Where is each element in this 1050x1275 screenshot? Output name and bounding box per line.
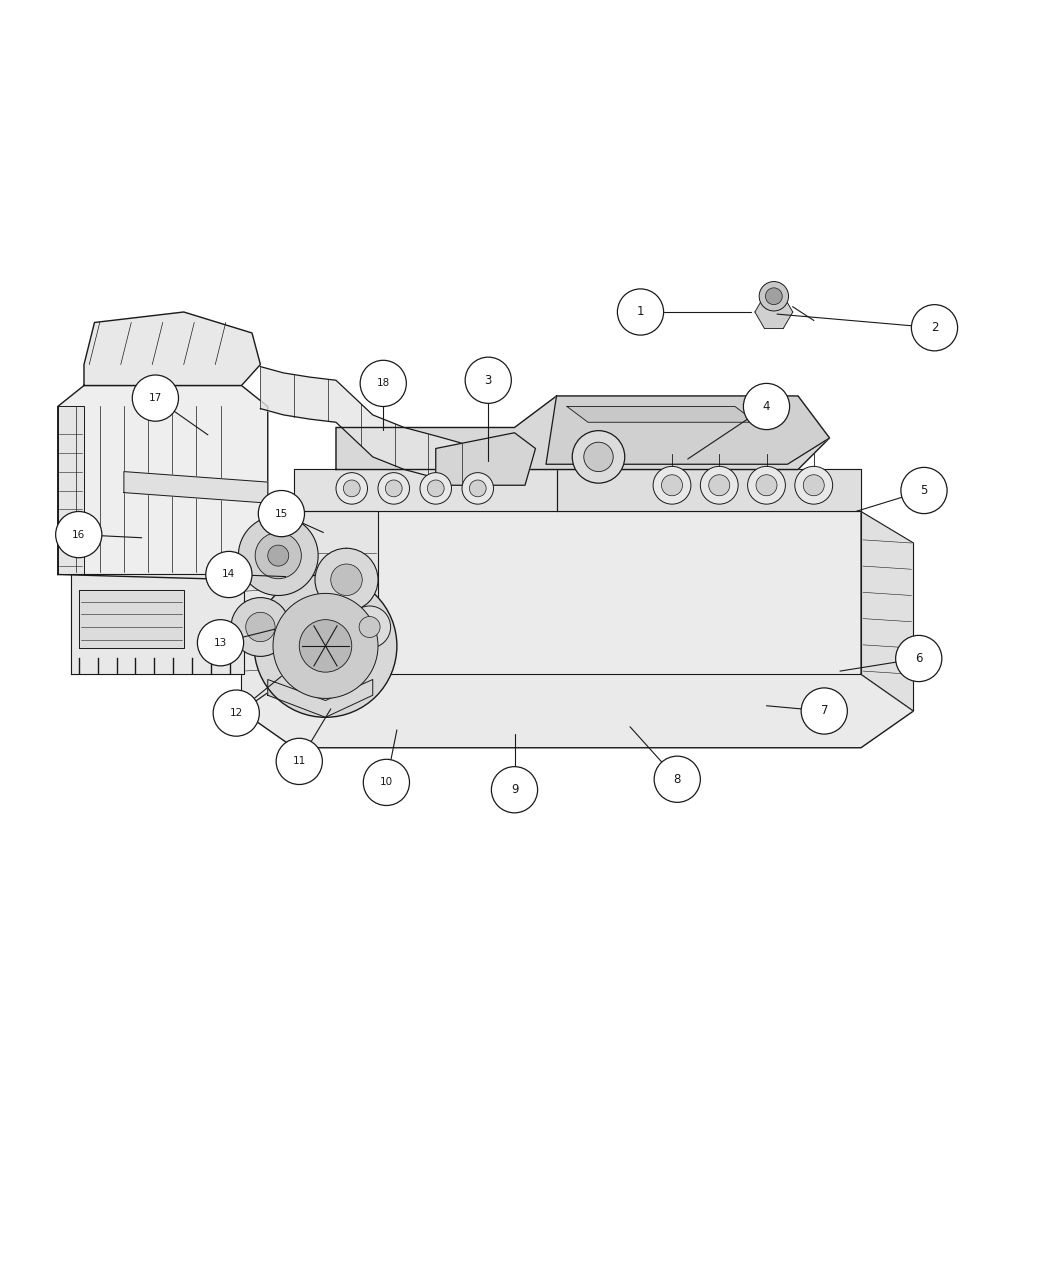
Polygon shape	[268, 680, 373, 718]
Text: 15: 15	[275, 509, 288, 519]
Text: 13: 13	[214, 638, 227, 648]
Circle shape	[896, 635, 942, 682]
Circle shape	[258, 491, 304, 537]
Circle shape	[349, 606, 391, 648]
Circle shape	[254, 575, 397, 718]
Polygon shape	[294, 469, 556, 511]
Circle shape	[743, 384, 790, 430]
Text: 7: 7	[820, 705, 828, 718]
Polygon shape	[436, 432, 536, 486]
Text: 17: 17	[149, 393, 162, 403]
Circle shape	[462, 473, 493, 504]
Polygon shape	[764, 312, 783, 329]
Text: 6: 6	[915, 652, 923, 666]
Text: 8: 8	[673, 773, 681, 785]
Text: 1: 1	[636, 306, 645, 319]
Circle shape	[700, 467, 738, 504]
Polygon shape	[567, 407, 756, 422]
Text: 12: 12	[230, 708, 243, 718]
Circle shape	[273, 593, 378, 699]
Circle shape	[911, 305, 958, 351]
Text: 18: 18	[377, 379, 390, 389]
Polygon shape	[58, 385, 268, 580]
Text: 2: 2	[930, 321, 939, 334]
Circle shape	[315, 548, 378, 611]
Circle shape	[238, 515, 318, 595]
Circle shape	[901, 468, 947, 514]
Polygon shape	[79, 590, 184, 648]
Polygon shape	[294, 511, 861, 674]
Circle shape	[360, 361, 406, 407]
Polygon shape	[755, 312, 774, 329]
Polygon shape	[124, 472, 268, 504]
Circle shape	[276, 738, 322, 784]
Polygon shape	[556, 469, 861, 511]
Circle shape	[420, 473, 451, 504]
Circle shape	[469, 479, 486, 497]
Circle shape	[336, 473, 367, 504]
Polygon shape	[294, 511, 378, 674]
Circle shape	[662, 474, 682, 496]
Polygon shape	[84, 312, 260, 385]
Text: 16: 16	[72, 529, 85, 539]
Polygon shape	[774, 296, 793, 312]
Circle shape	[255, 533, 301, 579]
Circle shape	[709, 474, 730, 496]
Circle shape	[801, 688, 847, 734]
Circle shape	[491, 766, 538, 813]
Circle shape	[299, 620, 352, 672]
Circle shape	[427, 479, 444, 497]
Circle shape	[343, 479, 360, 497]
Circle shape	[213, 690, 259, 736]
Circle shape	[465, 357, 511, 403]
Circle shape	[331, 564, 362, 595]
Circle shape	[378, 473, 410, 504]
Text: 10: 10	[380, 778, 393, 788]
Text: 9: 9	[510, 783, 519, 797]
Polygon shape	[546, 397, 830, 464]
Circle shape	[197, 620, 244, 666]
Polygon shape	[755, 296, 774, 312]
Circle shape	[246, 612, 275, 641]
Circle shape	[268, 546, 289, 566]
Text: 3: 3	[484, 374, 492, 386]
Circle shape	[653, 467, 691, 504]
Polygon shape	[764, 296, 783, 312]
Polygon shape	[58, 407, 84, 575]
Polygon shape	[242, 674, 914, 747]
Polygon shape	[242, 511, 294, 711]
Text: 4: 4	[762, 400, 771, 413]
Circle shape	[385, 479, 402, 497]
Circle shape	[756, 474, 777, 496]
Circle shape	[617, 289, 664, 335]
Circle shape	[359, 617, 380, 638]
Circle shape	[206, 551, 252, 598]
Text: 11: 11	[293, 756, 306, 766]
Circle shape	[654, 756, 700, 802]
Text: 5: 5	[920, 484, 928, 497]
Polygon shape	[71, 575, 244, 674]
Polygon shape	[336, 397, 830, 469]
Circle shape	[795, 467, 833, 504]
Polygon shape	[861, 511, 914, 711]
Circle shape	[803, 474, 824, 496]
Circle shape	[363, 760, 410, 806]
Circle shape	[759, 282, 789, 311]
Circle shape	[765, 288, 782, 305]
Circle shape	[748, 467, 785, 504]
Circle shape	[584, 442, 613, 472]
Circle shape	[56, 511, 102, 557]
Text: 14: 14	[223, 570, 235, 580]
Circle shape	[132, 375, 179, 421]
Circle shape	[572, 431, 625, 483]
Circle shape	[231, 598, 290, 657]
Polygon shape	[774, 312, 793, 329]
